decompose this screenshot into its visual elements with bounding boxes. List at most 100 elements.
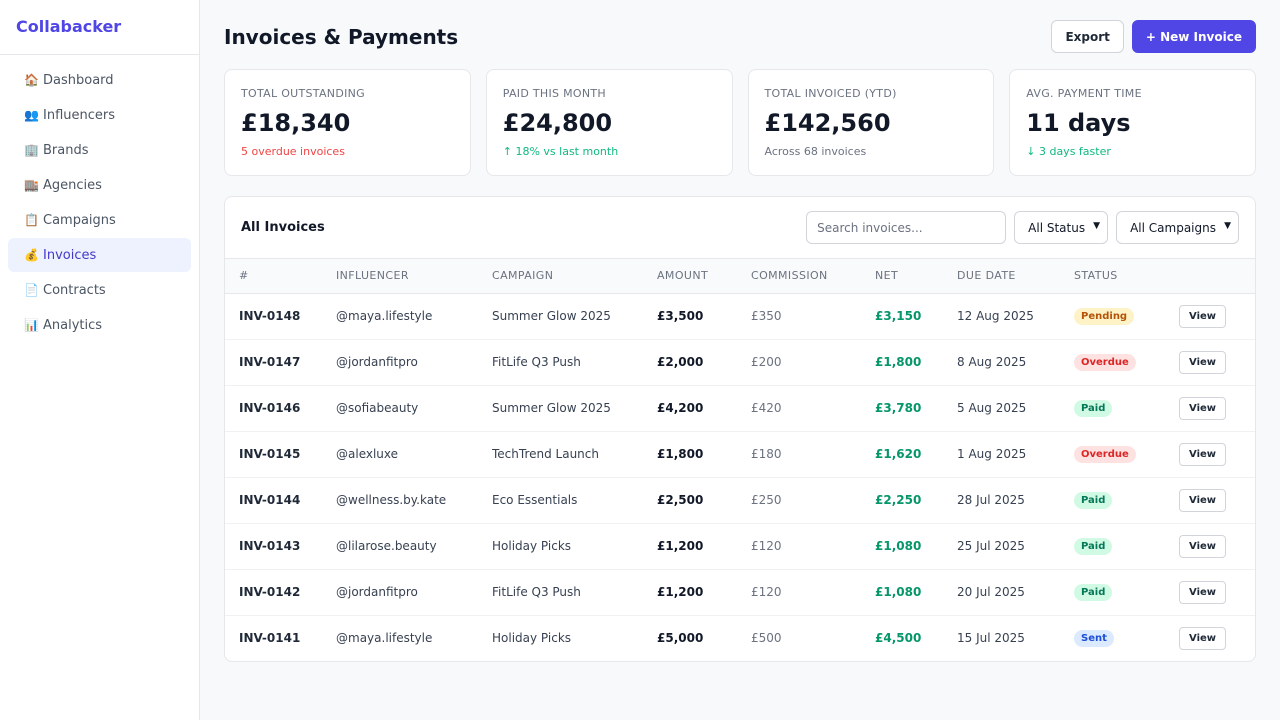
commission: £250 xyxy=(751,477,875,524)
view-button[interactable]: View xyxy=(1179,626,1227,650)
campaign-name: FitLife Q3 Push xyxy=(492,339,657,386)
amount: £2,000 xyxy=(657,339,751,386)
table-title: All Invoices xyxy=(241,220,325,235)
sidebar-item-label: Contracts xyxy=(43,282,106,298)
influencer-handle: @jordanfitpro xyxy=(336,339,492,386)
amount: £5,000 xyxy=(657,631,704,646)
sidebar-item-label: Invoices xyxy=(43,247,97,263)
export-button[interactable]: Export xyxy=(1051,20,1124,53)
app-logo[interactable]: Collabacker xyxy=(0,0,199,55)
view-button[interactable]: View xyxy=(1179,580,1227,604)
status-badge: Overdue xyxy=(1074,445,1136,463)
money-bag-icon: 💰 xyxy=(24,248,39,262)
table-row: INV-0141 @maya.lifestyle Holiday Picks £5,0… xyxy=(225,615,1255,661)
net-amount: £1,080 xyxy=(875,523,957,570)
commission: £500 xyxy=(751,631,782,646)
table-row: INV-0145 @alexluxe TechTrend Launch £1,800 £… xyxy=(225,431,1255,478)
campaign-name: Holiday Picks xyxy=(492,631,572,646)
home-icon: 🏠 xyxy=(24,73,39,87)
stat-value: 11 days xyxy=(1026,109,1131,137)
stat-card: PAID THIS MONTH £24,800 ↑ 18% vs last mont… xyxy=(485,69,733,176)
stat-label: AVG. PAYMENT TIME xyxy=(1026,87,1142,100)
stat-subtext: 5 overdue invoices xyxy=(241,145,345,158)
sidebar-item-brands[interactable]: 🏢 Brands xyxy=(8,133,191,167)
sidebar-item-dashboard[interactable]: 🏠 Dashboard xyxy=(8,63,191,97)
invoice-id: INV-0144 xyxy=(225,477,336,524)
stat-card: AVG. PAYMENT TIME 11 days ↓ 3 days faster xyxy=(1009,69,1256,176)
campaign-filter-select[interactable]: All Campaigns ▼ xyxy=(1116,211,1239,244)
sidebar-item-campaigns[interactable]: 📋 Campaigns xyxy=(8,203,191,237)
influencer-handle: @maya.lifestyle xyxy=(336,293,492,340)
sidebar-item-label: Brands xyxy=(43,142,89,158)
stat-card: TOTAL INVOICED (YTD) £142,560 Across 68 in… xyxy=(747,69,995,176)
actions-cell: View xyxy=(1179,293,1255,340)
table-row: INV-0147 @jordanfitpro FitLife Q3 Push £2,0… xyxy=(225,339,1255,386)
stat-label: TOTAL INVOICED (YTD) xyxy=(764,87,897,100)
status-cell: Paid xyxy=(1074,569,1179,616)
campaign-name: Summer Glow 2025 xyxy=(492,293,657,340)
stat-value: £18,340 xyxy=(241,109,351,137)
amount: £1,800 xyxy=(657,431,751,478)
stat-subtext: ↑ 18% vs last month xyxy=(502,145,619,158)
due-date: 15 Jul 2025 xyxy=(957,631,1025,646)
actions-cell: View xyxy=(1179,569,1255,616)
building-icon: 🏢 xyxy=(24,143,39,157)
sidebar-item-contracts[interactable]: 📄 Contracts xyxy=(8,273,191,307)
net-amount: £2,250 xyxy=(875,477,957,524)
table-row: INV-0142 @jordanfitpro FitLife Q3 Push £1,2… xyxy=(225,569,1255,616)
page-title: Invoices & Payments xyxy=(224,24,459,49)
sidebar-item-analytics[interactable]: 📊 Analytics xyxy=(8,308,191,342)
stat-card: TOTAL OUTSTANDING £18,340 5 overdue invoic… xyxy=(224,69,471,176)
actions-cell: View xyxy=(1179,385,1255,432)
campaign-name: TechTrend Launch xyxy=(492,431,657,478)
view-button[interactable]: View xyxy=(1179,350,1227,374)
stat-label: PAID THIS MONTH xyxy=(502,87,606,100)
amount: £1,200 xyxy=(657,523,751,570)
status-cell: Overdue xyxy=(1074,431,1179,478)
sidebar-item-invoices[interactable]: 💰 Invoices xyxy=(8,238,191,272)
commission: £350 xyxy=(751,293,875,340)
commission: £180 xyxy=(751,431,875,478)
table-row: INV-0144 @wellness.by.kate Eco Essentials £… xyxy=(225,477,1255,524)
table-row: INV-0143 @lilarose.beauty Holiday Picks £1,… xyxy=(225,523,1255,570)
influencer-handle: @wellness.by.kate xyxy=(336,477,492,524)
status-badge: Paid xyxy=(1074,491,1113,509)
net-amount: £3,780 xyxy=(875,385,957,432)
column-header: INFLUENCER xyxy=(336,259,492,294)
actions-cell: View xyxy=(1179,523,1255,570)
view-button[interactable]: View xyxy=(1179,304,1227,328)
status-cell: Overdue xyxy=(1074,339,1179,386)
influencer-handle: @sofiabeauty xyxy=(336,385,492,432)
due-date: 8 Aug 2025 xyxy=(957,339,1074,386)
status-badge: Paid xyxy=(1074,583,1113,601)
view-button[interactable]: View xyxy=(1179,396,1227,420)
sidebar-item-label: Influencers xyxy=(43,107,116,123)
new-invoice-button[interactable]: + New Invoice xyxy=(1131,20,1256,53)
campaign-name: FitLife Q3 Push xyxy=(492,569,657,616)
status-badge: Pending xyxy=(1074,307,1135,325)
view-button[interactable]: View xyxy=(1179,488,1227,512)
actions-cell: View xyxy=(1179,431,1255,478)
view-button[interactable]: View xyxy=(1179,534,1227,558)
status-filter-select[interactable]: All Status ▼ xyxy=(1014,211,1109,244)
due-date: 25 Jul 2025 xyxy=(957,523,1074,570)
column-header: NET xyxy=(875,259,957,294)
status-cell: Paid xyxy=(1074,477,1179,524)
invoices-table-card: All Invoices All Status ▼ All Campaigns … xyxy=(224,196,1256,662)
sidebar-item-agencies[interactable]: 🏬 Agencies xyxy=(8,168,191,202)
stats-row: TOTAL OUTSTANDING £18,340 5 overdue invoic… xyxy=(224,69,1256,176)
amount: £3,500 xyxy=(657,293,751,340)
campaign-name: Eco Essentials xyxy=(492,477,657,524)
stat-value: £24,800 xyxy=(502,109,613,137)
influencer-handle: @jordanfitpro xyxy=(336,569,492,616)
column-header: STATUS xyxy=(1074,259,1179,294)
sidebar-item-influencers[interactable]: 👥 Influencers xyxy=(8,98,191,132)
invoice-id: INV-0142 xyxy=(225,569,336,616)
net-amount: £3,150 xyxy=(875,293,957,340)
view-button[interactable]: View xyxy=(1179,442,1227,466)
stat-subtext: ↓ 3 days faster xyxy=(1026,145,1111,158)
amount: £2,500 xyxy=(657,477,751,524)
sidebar-item-label: Analytics xyxy=(43,317,103,333)
search-input[interactable] xyxy=(806,211,1007,244)
invoice-id: INV-0141 xyxy=(239,631,301,646)
